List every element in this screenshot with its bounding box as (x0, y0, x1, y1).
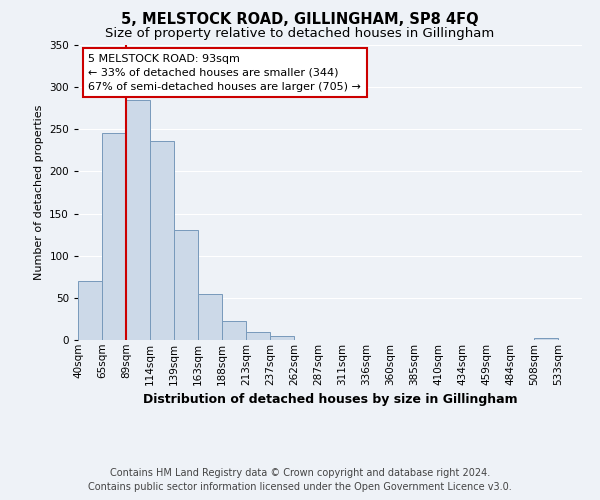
Text: Size of property relative to detached houses in Gillingham: Size of property relative to detached ho… (106, 28, 494, 40)
Bar (150, 141, 174, 340)
Bar (174, 230, 198, 340)
Bar (102, 132, 126, 340)
Text: Contains HM Land Registry data © Crown copyright and database right 2024.
Contai: Contains HM Land Registry data © Crown c… (88, 468, 512, 492)
Text: 5 MELSTOCK ROAD: 93sqm
← 33% of detached houses are smaller (344)
67% of semi-de: 5 MELSTOCK ROAD: 93sqm ← 33% of detached… (88, 54, 361, 92)
X-axis label: Distribution of detached houses by size in Gillingham: Distribution of detached houses by size … (143, 393, 517, 406)
Bar (534, 338, 558, 340)
Bar (270, 336, 294, 340)
Bar (246, 332, 270, 340)
Bar (78, 281, 102, 340)
Bar (126, 100, 150, 340)
Bar (198, 294, 222, 340)
Text: 5, MELSTOCK ROAD, GILLINGHAM, SP8 4FQ: 5, MELSTOCK ROAD, GILLINGHAM, SP8 4FQ (121, 12, 479, 28)
Bar (222, 322, 246, 340)
Y-axis label: Number of detached properties: Number of detached properties (34, 105, 44, 280)
